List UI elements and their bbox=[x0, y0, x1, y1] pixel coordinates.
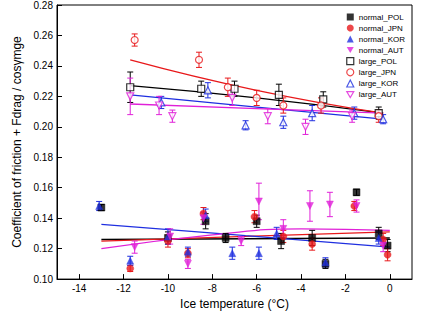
svg-text:-4: -4 bbox=[297, 283, 306, 294]
svg-text:0.14: 0.14 bbox=[34, 213, 54, 224]
svg-text:0.18: 0.18 bbox=[34, 152, 54, 163]
svg-text:0.22: 0.22 bbox=[34, 91, 54, 102]
svg-text:0: 0 bbox=[387, 283, 393, 294]
svg-text:-6: -6 bbox=[252, 283, 261, 294]
svg-text:0.26: 0.26 bbox=[34, 30, 54, 41]
svg-text:large_KOR: large_KOR bbox=[359, 79, 399, 88]
svg-text:large_JPN: large_JPN bbox=[359, 68, 397, 77]
svg-text:0.24: 0.24 bbox=[34, 60, 54, 71]
svg-text:normal_AUT: normal_AUT bbox=[359, 46, 404, 55]
svg-text:-14: -14 bbox=[72, 283, 87, 294]
svg-text:0.16: 0.16 bbox=[34, 182, 54, 193]
svg-text:0.12: 0.12 bbox=[34, 243, 54, 254]
svg-text:0.28: 0.28 bbox=[34, 0, 54, 11]
svg-text:-8: -8 bbox=[208, 283, 217, 294]
svg-text:0.20: 0.20 bbox=[34, 121, 54, 132]
svg-text:-12: -12 bbox=[116, 283, 131, 294]
svg-text:normal_POL: normal_POL bbox=[359, 13, 404, 22]
svg-text:0.10: 0.10 bbox=[34, 274, 54, 285]
svg-text:Coefficient of friction + Fdra: Coefficient of friction + Fdrag / cosγmg… bbox=[10, 36, 24, 248]
svg-text:Ice temperature (°C): Ice temperature (°C) bbox=[180, 297, 289, 311]
svg-text:-10: -10 bbox=[161, 283, 176, 294]
svg-text:-2: -2 bbox=[341, 283, 350, 294]
svg-text:large_POL: large_POL bbox=[359, 57, 398, 66]
svg-text:normal_JPN: normal_JPN bbox=[359, 24, 403, 33]
svg-text:large_AUT: large_AUT bbox=[359, 90, 397, 99]
svg-text:normal_KOR: normal_KOR bbox=[359, 35, 405, 44]
